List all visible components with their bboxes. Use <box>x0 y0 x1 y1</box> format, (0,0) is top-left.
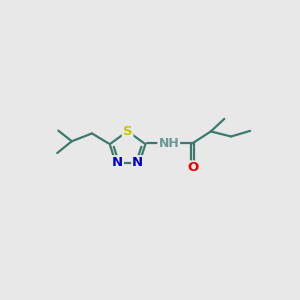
Text: NH: NH <box>158 137 179 150</box>
Text: N: N <box>112 156 123 169</box>
Text: O: O <box>187 161 198 174</box>
Text: S: S <box>123 125 132 138</box>
Text: N: N <box>132 156 143 169</box>
